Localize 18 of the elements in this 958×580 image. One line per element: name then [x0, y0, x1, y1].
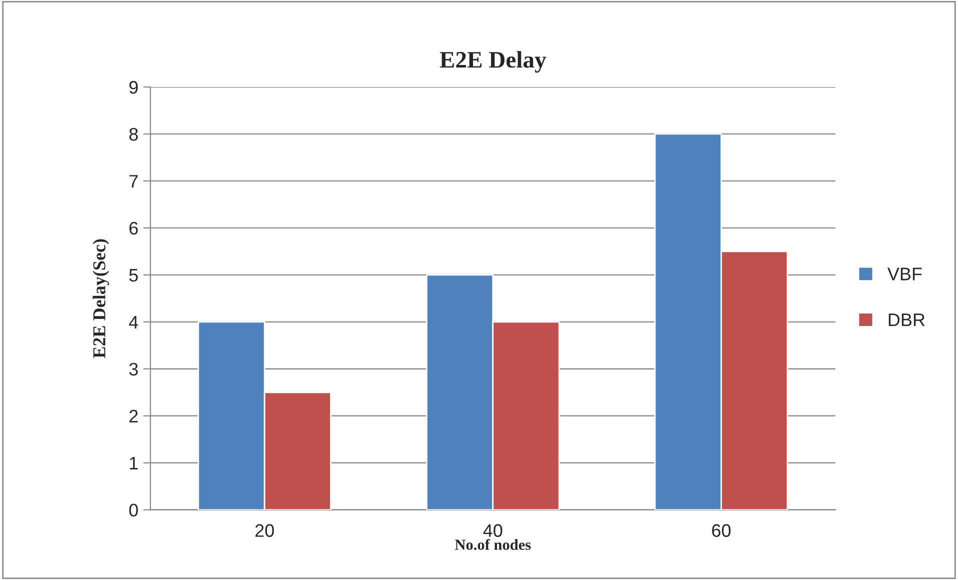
- y-tick-label: 5: [129, 269, 138, 282]
- y-tick-label: 7: [129, 175, 138, 188]
- y-tick-label: 4: [128, 316, 138, 328]
- y-tick-label: 8: [129, 128, 138, 141]
- x-tick-label: 40: [483, 524, 502, 537]
- y-tick-label: 3: [129, 362, 138, 376]
- y-tick-label: 0: [129, 504, 138, 517]
- x-tick-label: 20: [255, 524, 274, 537]
- chart-title: E2E Delay: [440, 51, 546, 73]
- legend-label: VBF: [887, 268, 922, 280]
- legend-label: DBR: [888, 314, 925, 326]
- y-axis-title: E2E Delay(Sec): [92, 239, 110, 358]
- x-axis-title: No.of nodes: [454, 538, 531, 550]
- y-tick-label: 2: [129, 410, 138, 422]
- y-tick-label: 1: [130, 456, 138, 470]
- x-tick-label: 60: [712, 524, 731, 537]
- y-tick-label: 9: [129, 80, 138, 94]
- y-tick-label: 6: [129, 222, 138, 235]
